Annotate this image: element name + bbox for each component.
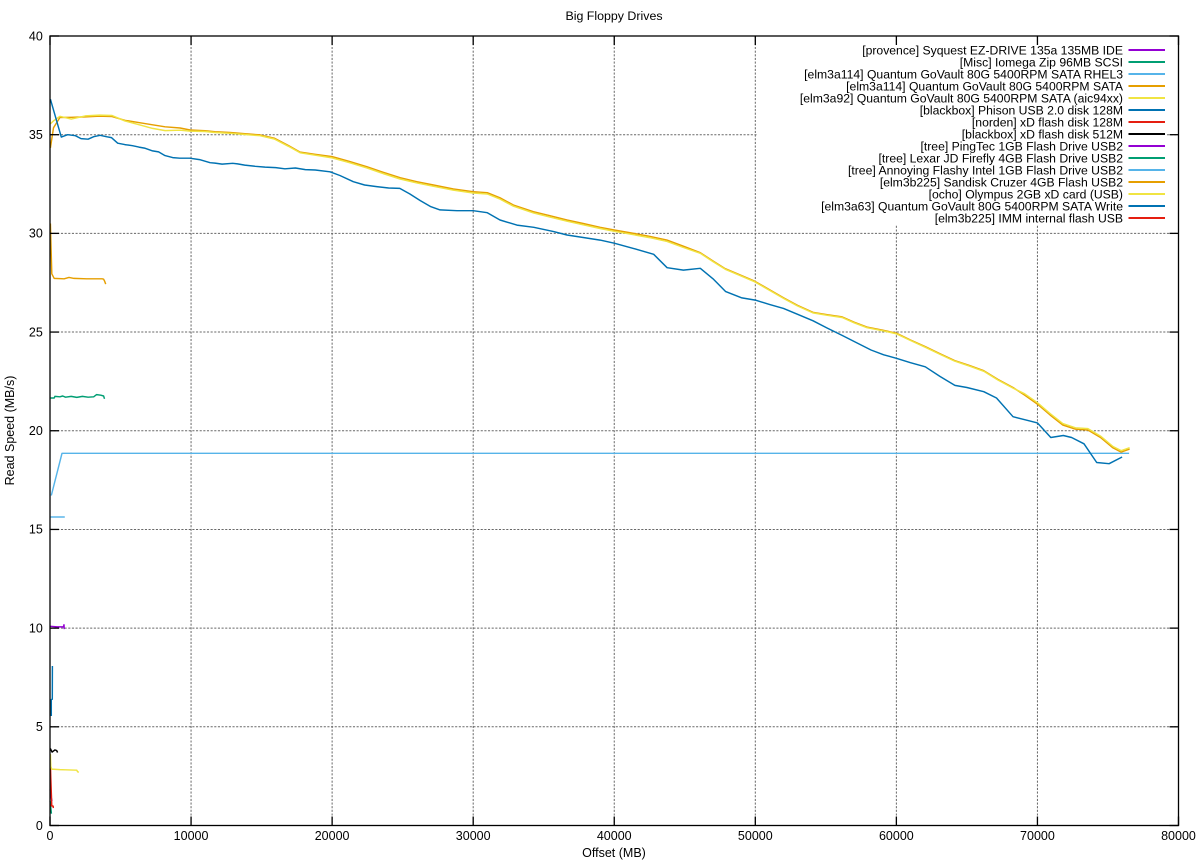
svg-text:20: 20 — [29, 424, 43, 438]
svg-text:[tree] Annoying Flashy Intel 1: [tree] Annoying Flashy Intel 1GB Flash D… — [848, 163, 1123, 177]
svg-text:0: 0 — [47, 829, 54, 843]
svg-text:[provence] Syquest EZ-DRIVE 13: [provence] Syquest EZ-DRIVE 135a 135MB I… — [862, 43, 1123, 57]
svg-text:[elm3a114] Quantum GoVault 80G: [elm3a114] Quantum GoVault 80G 5400RPM S… — [846, 79, 1124, 93]
svg-text:[Misc] Iomega Zip 96MB SCSI: [Misc] Iomega Zip 96MB SCSI — [960, 55, 1123, 69]
svg-text:[ocho] Olympus 2GB xD card (US: [ocho] Olympus 2GB xD card (USB) — [929, 187, 1123, 201]
svg-text:Big Floppy Drives: Big Floppy Drives — [565, 9, 662, 23]
svg-text:15: 15 — [29, 523, 43, 537]
svg-text:[tree] PingTec 1GB Flash Drive: [tree] PingTec 1GB Flash Drive USB2 — [920, 139, 1123, 153]
svg-text:[elm3b225] Sandisk Cruzer 4GB: [elm3b225] Sandisk Cruzer 4GB Flash USB2 — [880, 175, 1123, 189]
svg-text:[elm3a63] Quantum GoVault 80G: [elm3a63] Quantum GoVault 80G 5400RPM SA… — [821, 199, 1123, 213]
svg-text:10000: 10000 — [174, 829, 209, 843]
svg-text:Offset (MB): Offset (MB) — [582, 846, 646, 860]
svg-text:70000: 70000 — [1020, 829, 1055, 843]
svg-text:25: 25 — [29, 325, 43, 339]
svg-text:[blackbox] Phison USB 2.0 disk: [blackbox] Phison USB 2.0 disk 128M — [920, 103, 1123, 117]
svg-text:[elm3a92] Quantum GoVault 80G: [elm3a92] Quantum GoVault 80G 5400RPM SA… — [800, 91, 1123, 105]
svg-text:30000: 30000 — [456, 829, 491, 843]
svg-text:80000: 80000 — [1161, 829, 1196, 843]
svg-text:0: 0 — [36, 819, 43, 833]
svg-text:[tree] Lexar JD Firefly 4GB Fl: [tree] Lexar JD Firefly 4GB Flash Drive … — [879, 151, 1124, 165]
svg-text:35: 35 — [29, 128, 43, 142]
svg-text:10: 10 — [29, 621, 43, 635]
svg-text:5: 5 — [36, 720, 43, 734]
svg-text:[elm3a114] Quantum GoVault 80G: [elm3a114] Quantum GoVault 80G 5400RPM S… — [804, 67, 1123, 81]
svg-text:40: 40 — [29, 29, 43, 43]
svg-text:30: 30 — [29, 227, 43, 241]
svg-text:40000: 40000 — [597, 829, 632, 843]
svg-text:[elm3b225] IMM internal flash: [elm3b225] IMM internal flash USB — [935, 211, 1123, 225]
svg-text:[norden] xD flash disk 128M: [norden] xD flash disk 128M — [972, 115, 1123, 129]
svg-text:60000: 60000 — [879, 829, 914, 843]
svg-text:Read Speed (MB/s): Read Speed (MB/s) — [3, 376, 17, 486]
svg-text:50000: 50000 — [738, 829, 773, 843]
svg-text:20000: 20000 — [315, 829, 350, 843]
svg-text:[blackbox] xD flash disk 512M: [blackbox] xD flash disk 512M — [962, 127, 1123, 141]
